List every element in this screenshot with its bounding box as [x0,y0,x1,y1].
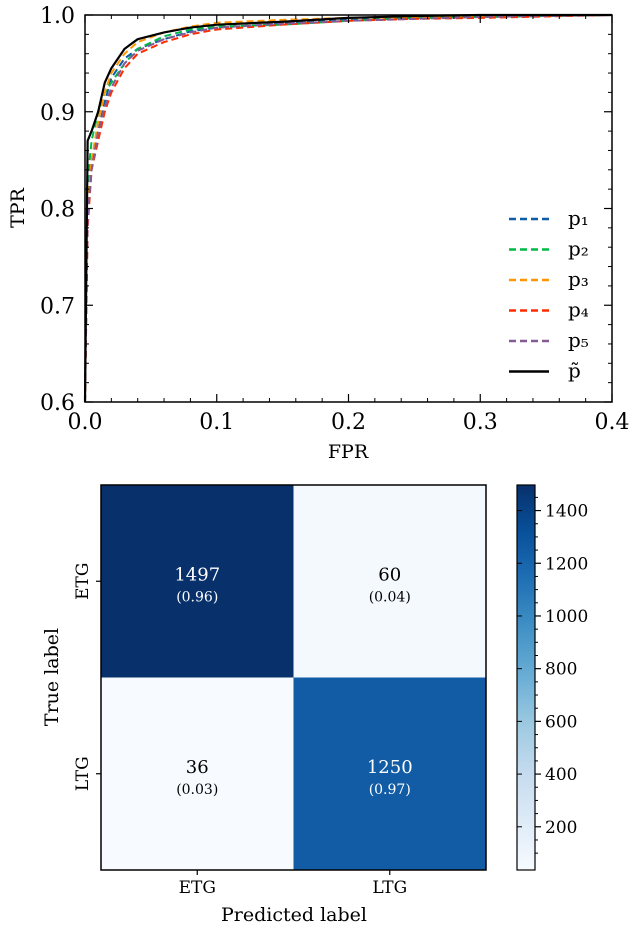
roc-legend: p₁ p₂ p₃ p₄ p₅ p̃ [509,206,589,383]
cm-x-tick-label: LTG [372,878,407,898]
roc-y-tick-label: 0.8 [40,198,75,223]
cm-cell [101,485,294,678]
colorbar-gradient [516,484,536,871]
roc-curve-6 [83,13,612,403]
cm-cell-fraction: (0.03) [176,782,218,798]
roc-ticks: 0.0 0.1 0.2 0.3 0.4 0.6 0.7 0.8 0.9 1.0 [40,4,630,435]
colorbar-ticks: 200 400 600 800 1000 1200 1400 [517,496,588,854]
colorbar: 200 400 600 800 1000 1200 1400 [516,484,588,871]
roc-x-tick-label: 0.0 [68,410,103,435]
cm-cell-fraction: (0.96) [176,589,218,605]
roc-y-tick-label: 0.6 [40,391,75,416]
roc-curve-1 [84,14,613,403]
roc-curves [83,13,613,403]
cm-cell-count: 36 [186,757,209,778]
confusion-matrix: 1497 (0.96) 60 (0.04) 36 (0.03) 1250 (0.97) ETG… [41,484,487,926]
confusion-matrix-cells: 1497 (0.96) 60 (0.04) 36 (0.03) 1250 (0.97) [101,485,486,870]
roc-y-tick-label: 0.9 [40,101,75,126]
colorbar-tick-label: 1000 [545,607,588,627]
colorbar-tick-label: 1200 [545,554,588,574]
roc-y-tick-label: 0.7 [40,294,75,319]
cm-cell-count: 1497 [174,564,220,585]
roc-x-axis-label: FPR [328,441,369,463]
cm-y-tick-label: ETG [73,563,93,600]
cm-y-axis-label: True label [41,628,63,726]
roc-curve-2 [84,14,613,403]
roc-curve-5 [84,14,613,403]
cm-cell-count: 60 [378,564,401,585]
roc-x-tick-label: 0.4 [595,410,630,435]
roc-plot-frame [84,14,613,403]
legend-label-2: p₂ [568,237,589,261]
cm-x-tick-label: ETG [179,878,216,898]
cm-cell [293,677,486,870]
cm-cell [101,677,294,870]
legend-label-5: p₅ [568,328,589,352]
roc-x-tick-label: 0.1 [199,410,234,435]
roc-y-tick-label: 1.0 [40,4,75,29]
cm-x-axis-label: Predicted label [221,904,367,926]
colorbar-tick-label: 400 [545,765,577,785]
roc-curve-3 [84,14,613,403]
roc-y-axis-label: TPR [7,187,29,227]
cm-y-tick-label: LTG [73,756,93,791]
legend-label-3: p₃ [568,267,589,291]
legend-label-4: p₄ [568,298,589,322]
cm-ticks: ETG ETG LTG LTG [73,563,407,898]
roc-x-tick-label: 0.3 [463,410,498,435]
cm-frame [100,484,487,871]
legend-label-1: p₁ [568,206,589,230]
colorbar-tick-label: 600 [545,712,577,732]
colorbar-tick-label: 1400 [545,502,588,522]
colorbar-tick-label: 200 [545,818,577,838]
roc-x-tick-label: 0.2 [331,410,366,435]
legend-label-6: p̃ [568,359,581,383]
cm-cell-count: 1250 [367,757,413,778]
cm-cell-fraction: (0.97) [369,782,411,798]
cm-cell-fraction: (0.04) [369,589,411,605]
roc-curve-4 [84,14,613,403]
roc-chart: 0.0 0.1 0.2 0.3 0.4 0.6 0.7 0.8 0.9 1.0 FPR TPR p… [7,4,630,463]
cm-cell [293,485,486,678]
colorbar-tick-label: 800 [545,660,577,680]
